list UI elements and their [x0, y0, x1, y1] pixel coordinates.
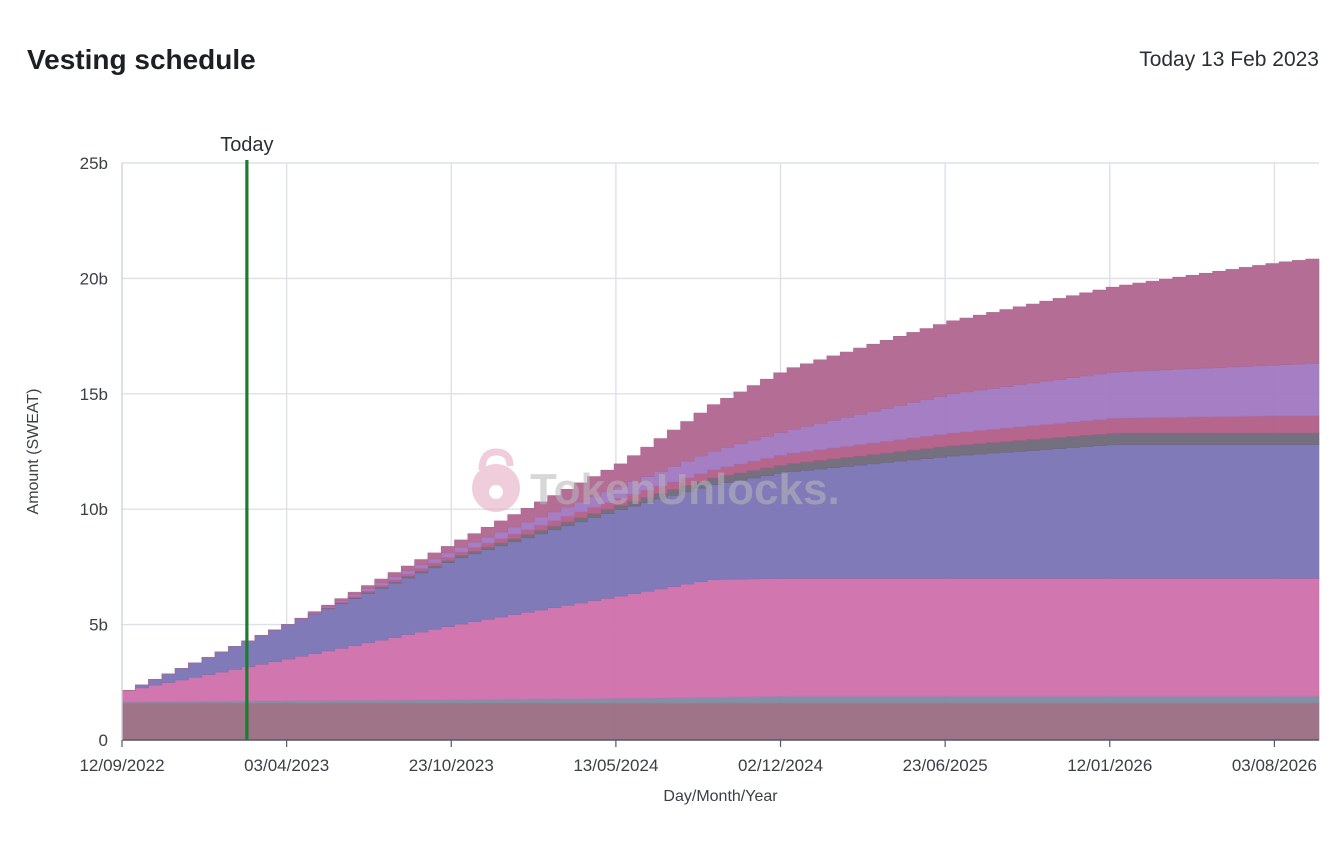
y-tick-label: 10b — [80, 500, 108, 519]
y-tick-label: 15b — [80, 385, 108, 404]
x-tick-label: 03/04/2023 — [244, 756, 329, 775]
x-tick-label: 12/09/2022 — [79, 756, 164, 775]
x-tick-label: 03/08/2026 — [1232, 756, 1317, 775]
y-tick-label: 25b — [80, 154, 108, 173]
x-tick-label: 23/06/2025 — [903, 756, 988, 775]
y-axis-ticks: 0 5b 10b 15b 20b 25b — [80, 154, 108, 750]
area-series — [121, 258, 1320, 741]
y-tick-label: 5b — [89, 616, 108, 635]
y-axis-title: Amount (SWEAT) — [25, 389, 42, 515]
page-title: Vesting schedule — [27, 44, 256, 75]
x-axis-ticks: 12/09/2022 03/04/2023 23/10/2023 13/05/2024… — [79, 756, 1316, 775]
today-marker-label: Today — [220, 134, 273, 156]
axes — [121, 163, 1319, 747]
today-marker: Today — [220, 134, 274, 740]
lock-icon — [472, 448, 520, 512]
x-tick-label: 13/05/2024 — [573, 756, 658, 775]
y-tick-label: 20b — [80, 269, 108, 288]
x-tick-label: 12/01/2026 — [1067, 756, 1152, 775]
today-date-label: Today 13 Feb 2023 — [1139, 48, 1319, 71]
watermark-text: TokenUnlocks. — [530, 465, 840, 514]
y-tick-label: 0 — [99, 731, 108, 750]
x-axis-title: Day/Month/Year — [663, 788, 778, 805]
x-tick-label: 02/12/2024 — [738, 756, 823, 775]
watermark: TokenUnlocks. — [472, 448, 840, 514]
area-series-7 — [122, 258, 1320, 691]
x-tick-label: 23/10/2023 — [409, 756, 494, 775]
area-series-0 — [121, 702, 1320, 741]
